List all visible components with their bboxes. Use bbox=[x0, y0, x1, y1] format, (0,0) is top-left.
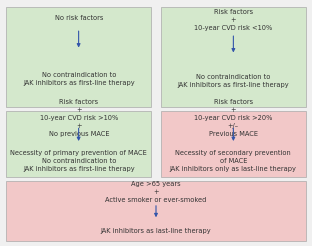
FancyBboxPatch shape bbox=[161, 111, 306, 177]
Text: Necessity of primary prevention of MACE
No contraindication to
JAK inhibitors as: Necessity of primary prevention of MACE … bbox=[10, 150, 147, 171]
Text: Risk factors
+
10-year CVD risk >10%
+
No previous MACE: Risk factors + 10-year CVD risk >10% + N… bbox=[40, 99, 118, 137]
Text: No contraindication to
JAK inhibitors as first-line therapy: No contraindication to JAK inhibitors as… bbox=[23, 72, 134, 86]
FancyBboxPatch shape bbox=[6, 181, 306, 241]
Text: Risk factors
+
10-year CVD risk <10%: Risk factors + 10-year CVD risk <10% bbox=[194, 9, 272, 31]
Text: JAK inhibitors as last-line therapy: JAK inhibitors as last-line therapy bbox=[101, 228, 211, 234]
Text: Risk factors
+
10-year CVD risk >20%
+/–
Previous MACE: Risk factors + 10-year CVD risk >20% +/–… bbox=[194, 99, 272, 137]
FancyBboxPatch shape bbox=[6, 111, 151, 177]
Text: Necessity of secondary prevention
of MACE
JAK inhibitors only as last-line thera: Necessity of secondary prevention of MAC… bbox=[170, 150, 297, 171]
FancyBboxPatch shape bbox=[161, 7, 306, 107]
Text: No risk factors: No risk factors bbox=[55, 15, 103, 21]
FancyBboxPatch shape bbox=[6, 7, 151, 107]
Text: No contraindication to
JAK inhibitors as first-line therapy: No contraindication to JAK inhibitors as… bbox=[178, 74, 289, 88]
Text: Age >65 years
+
Active smoker or ever-smoked: Age >65 years + Active smoker or ever-sm… bbox=[105, 181, 207, 203]
